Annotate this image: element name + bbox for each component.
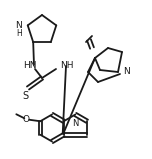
Text: N: N [72,118,79,128]
Text: S: S [22,91,28,101]
Text: O: O [23,115,30,124]
Text: N: N [123,68,130,76]
Text: H: H [16,29,22,38]
Text: N: N [15,21,22,30]
Text: NH: NH [60,62,74,70]
Text: HN: HN [23,62,37,70]
